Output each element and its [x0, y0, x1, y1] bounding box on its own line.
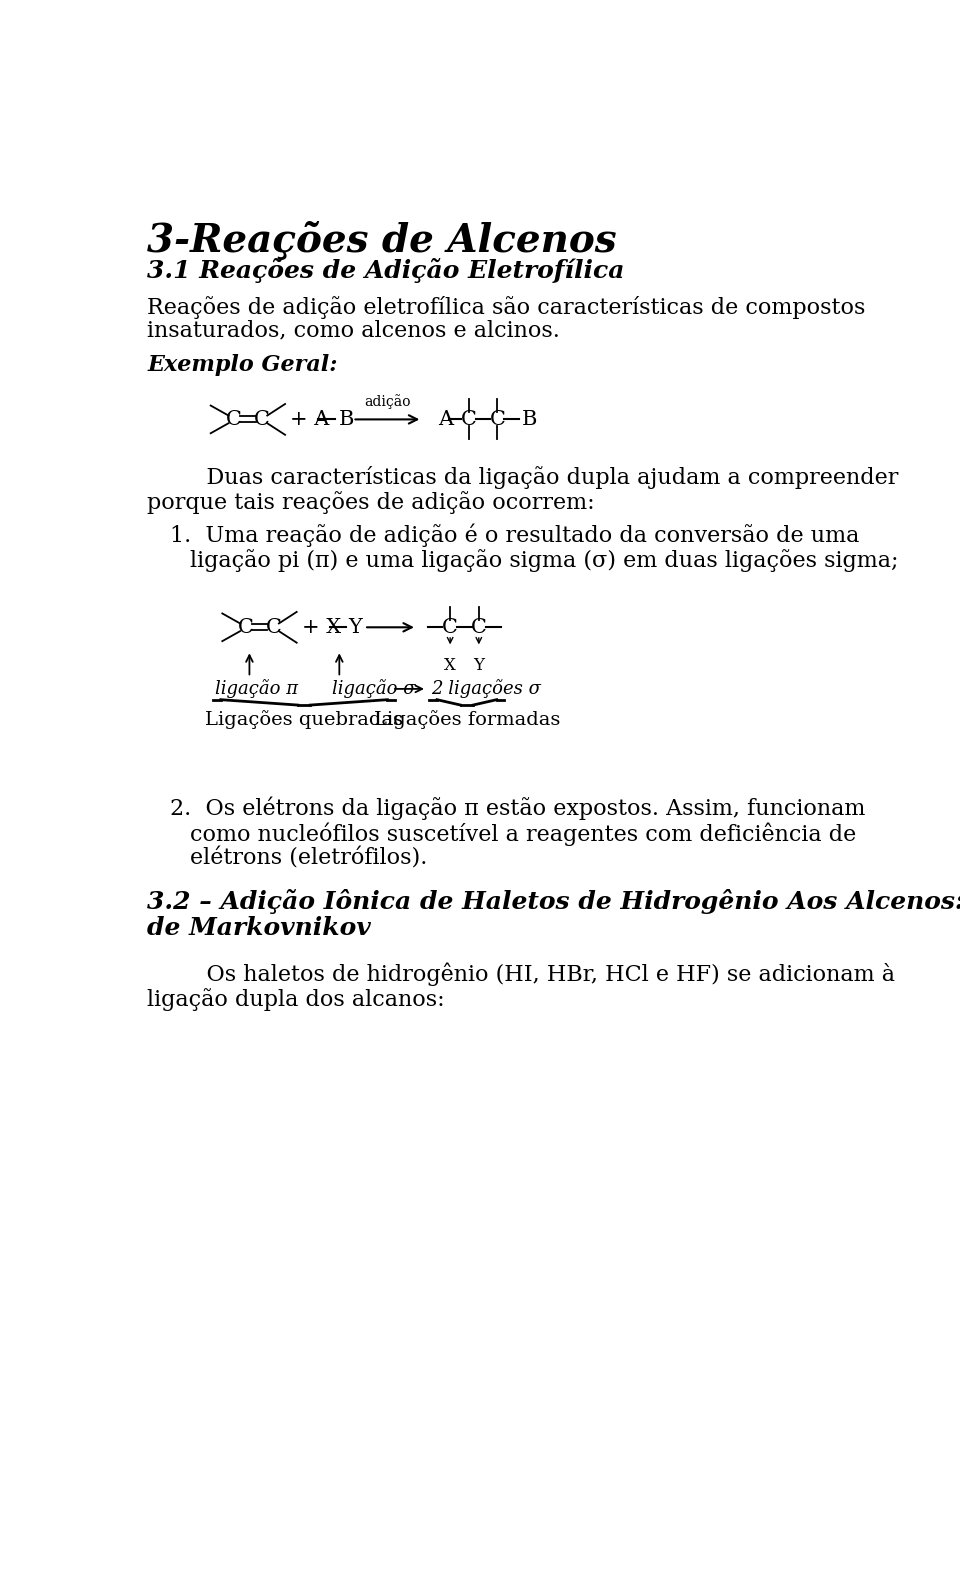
- Text: Os haletos de hidrogênio (HI, HBr, HCl e HF) se adicionam à: Os haletos de hidrogênio (HI, HBr, HCl e…: [179, 962, 895, 986]
- Text: ligação dupla dos alcanos:: ligação dupla dos alcanos:: [147, 988, 444, 1011]
- Text: C: C: [238, 619, 253, 637]
- Text: elétrons (eletrófilos).: elétrons (eletrófilos).: [190, 848, 427, 870]
- Text: C: C: [471, 619, 487, 637]
- Text: Ligações quebradas: Ligações quebradas: [205, 710, 403, 728]
- Text: 3.2 – Adição Iônica de Haletos de Hidrogênio Aos Alcenos: A Regra: 3.2 – Adição Iônica de Haletos de Hidrog…: [147, 889, 960, 914]
- Text: Reações de adição eletrofílica são características de compostos: Reações de adição eletrofílica são carac…: [147, 297, 866, 319]
- Text: adição: adição: [364, 394, 411, 408]
- Text: ligação π: ligação π: [214, 680, 298, 699]
- Text: C: C: [266, 619, 281, 637]
- Text: ligação σ: ligação σ: [331, 680, 415, 699]
- Text: Y: Y: [473, 656, 485, 674]
- Text: Ligações formadas: Ligações formadas: [373, 710, 560, 728]
- Text: B: B: [522, 410, 538, 429]
- Text: 1.  Uma reação de adição é o resultado da conversão de uma: 1. Uma reação de adição é o resultado da…: [170, 523, 860, 546]
- Text: C: C: [443, 619, 458, 637]
- Text: B: B: [339, 410, 354, 429]
- Text: Duas características da ligação dupla ajudam a compreender: Duas características da ligação dupla aj…: [179, 466, 899, 488]
- Text: X: X: [444, 656, 456, 674]
- Text: insaturados, como alcenos e alcinos.: insaturados, como alcenos e alcinos.: [147, 319, 560, 341]
- Text: 2 ligações σ: 2 ligações σ: [431, 680, 540, 699]
- Text: 3-Reações de Alcenos: 3-Reações de Alcenos: [147, 221, 616, 259]
- Text: 2.  Os elétrons da ligação π estão expostos. Assim, funcionam: 2. Os elétrons da ligação π estão expost…: [170, 796, 866, 820]
- Text: ligação pi (π) e uma ligação sigma (σ) em duas ligações sigma;: ligação pi (π) e uma ligação sigma (σ) e…: [190, 550, 899, 571]
- Text: 3.1 Reações de Adição Eletrofílica: 3.1 Reações de Adição Eletrofílica: [147, 257, 625, 283]
- Text: C: C: [490, 410, 505, 429]
- Text: + X: + X: [302, 619, 341, 637]
- Text: de Markovnikov: de Markovnikov: [147, 915, 371, 940]
- Text: A: A: [438, 410, 453, 429]
- Text: + A: + A: [291, 410, 330, 429]
- Text: porque tais reações de adição ocorrem:: porque tais reações de adição ocorrem:: [147, 491, 595, 513]
- Text: Y: Y: [348, 619, 362, 637]
- Text: C: C: [461, 410, 477, 429]
- Text: C: C: [226, 410, 242, 429]
- Text: como nucleófilos suscetível a reagentes com deficiência de: como nucleófilos suscetível a reagentes …: [190, 823, 856, 846]
- Text: Exemplo Geral:: Exemplo Geral:: [147, 353, 338, 375]
- Text: C: C: [253, 410, 270, 429]
